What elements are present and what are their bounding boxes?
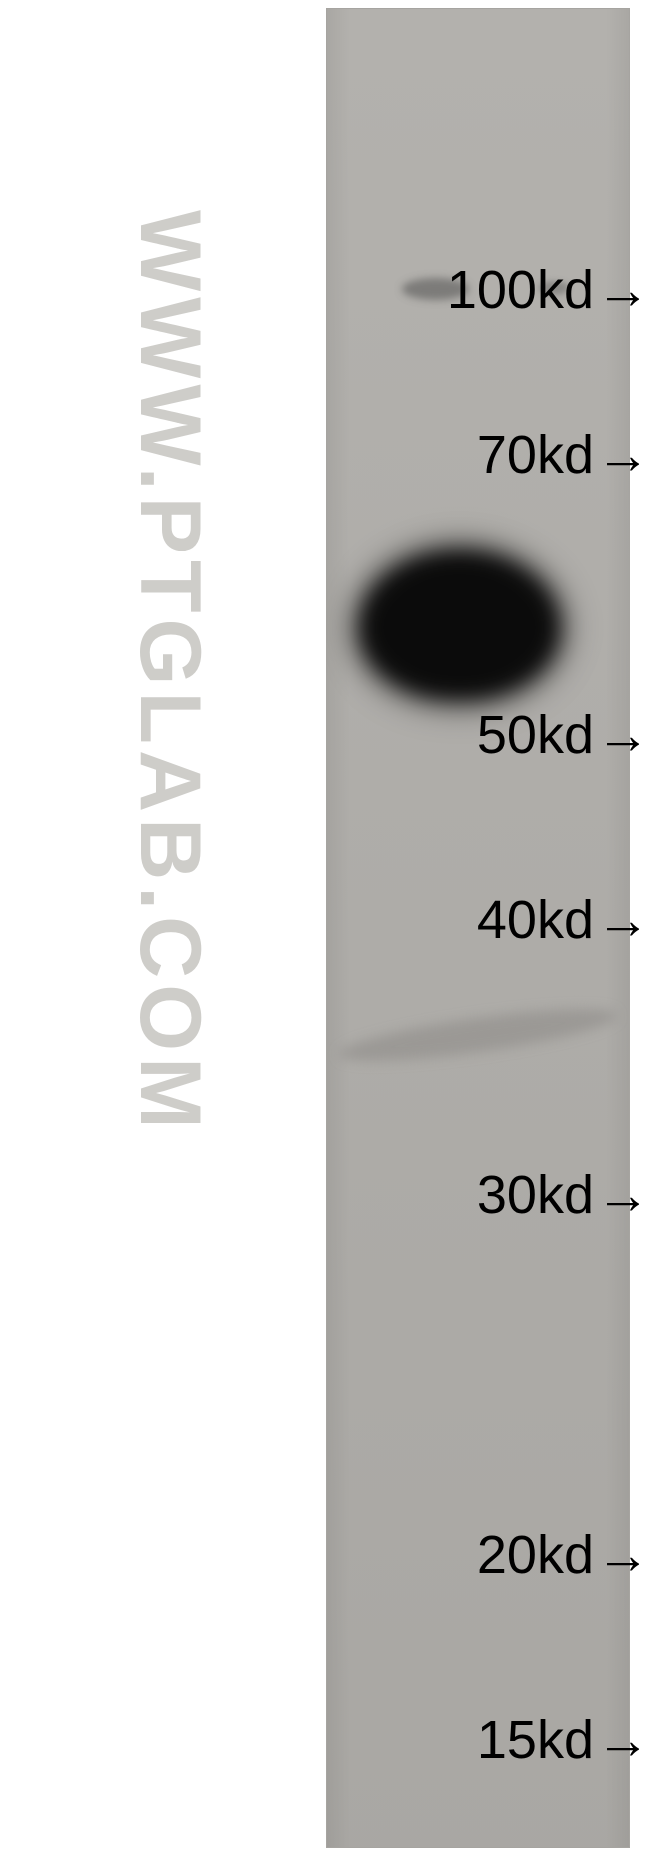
arrow-icon: → bbox=[596, 1709, 650, 1771]
arrow-icon: → bbox=[596, 1524, 650, 1586]
mw-label-40kd: 40kd→ bbox=[334, 888, 650, 953]
main-band bbox=[359, 550, 560, 700]
arrow-icon: → bbox=[596, 1164, 650, 1226]
watermark-text: WWW.PTGLAB.COM bbox=[120, 210, 219, 1650]
mw-label-text: 20kd bbox=[477, 1524, 594, 1586]
arrow-icon: → bbox=[596, 424, 650, 486]
arrow-icon: → bbox=[596, 259, 650, 321]
mw-label-15kd: 15kd→ bbox=[334, 1708, 650, 1773]
mw-label-text: 15kd bbox=[477, 1709, 594, 1771]
mw-label-20kd: 20kd→ bbox=[334, 1523, 650, 1588]
mw-label-100kd: 100kd→ bbox=[334, 258, 650, 323]
mw-label-text: 70kd bbox=[477, 424, 594, 486]
mw-label-text: 40kd bbox=[477, 889, 594, 951]
arrow-icon: → bbox=[596, 889, 650, 951]
mw-label-50kd: 50kd→ bbox=[334, 703, 650, 768]
mw-label-70kd: 70kd→ bbox=[334, 423, 650, 488]
arrow-icon: → bbox=[596, 704, 650, 766]
mw-label-30kd: 30kd→ bbox=[334, 1163, 650, 1228]
mw-label-text: 30kd bbox=[477, 1164, 594, 1226]
blot-canvas: WWW.PTGLAB.COM 100kd→70kd→50kd→40kd→30kd… bbox=[0, 0, 650, 1855]
background-smudge bbox=[337, 999, 619, 1072]
mw-label-text: 100kd bbox=[447, 259, 594, 321]
mw-label-text: 50kd bbox=[477, 704, 594, 766]
